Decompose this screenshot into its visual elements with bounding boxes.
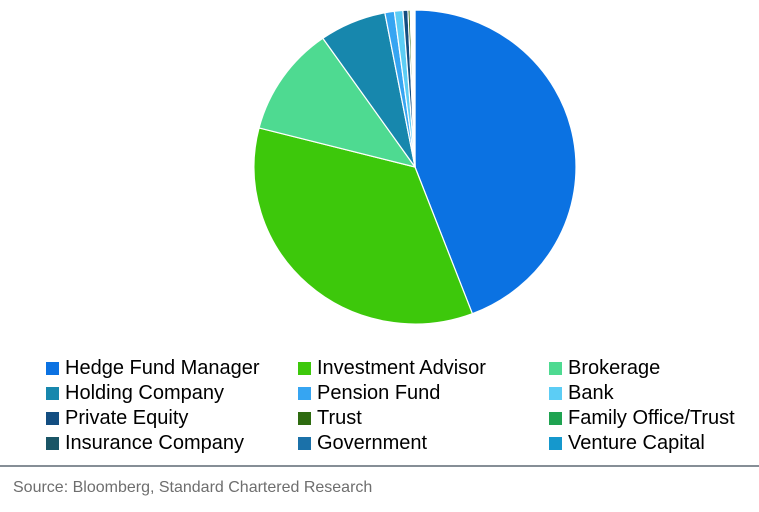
legend-swatch-private-equity-icon — [46, 412, 59, 425]
pie-slice-venture-capital — [413, 9, 416, 168]
legend-swatch-hedge-fund-manager-icon — [46, 362, 59, 375]
footer-divider — [0, 465, 759, 467]
source-note: Source: Bloomberg, Standard Chartered Re… — [13, 479, 373, 496]
legend-item-private-equity: Private Equity — [46, 406, 298, 431]
legend-label: Government — [317, 432, 428, 454]
legend-item-investment-advisor: Investment Advisor — [298, 356, 549, 381]
pie-slice-hedge-fund-manager — [414, 9, 577, 315]
legend-label: Private Equity — [65, 407, 189, 429]
legend-swatch-venture-capital-icon — [549, 437, 562, 450]
pie-slice-investment-advisor — [253, 127, 473, 325]
legend-item-bank: Bank — [549, 381, 749, 406]
legend-item-insurance-company: Insurance Company — [46, 431, 298, 456]
legend-item-hedge-fund-manager: Hedge Fund Manager — [46, 356, 298, 381]
legend-label: Brokerage — [568, 357, 661, 379]
pie-chart — [253, 9, 577, 325]
legend-label: Bank — [568, 382, 614, 404]
legend-swatch-government-icon — [298, 437, 311, 450]
legend-item-venture-capital: Venture Capital — [549, 431, 749, 456]
legend-item-trust: Trust — [298, 406, 549, 431]
legend-label: Family Office/Trust — [568, 407, 735, 429]
legend-swatch-holding-company-icon — [46, 387, 59, 400]
legend-label: Venture Capital — [568, 432, 705, 454]
legend-item-government: Government — [298, 431, 549, 456]
legend-swatch-investment-advisor-icon — [298, 362, 311, 375]
legend-label: Investment Advisor — [317, 357, 486, 379]
legend-swatch-brokerage-icon — [549, 362, 562, 375]
legend-item-family-office-trust: Family Office/Trust — [549, 406, 749, 431]
pie-slice-brokerage — [258, 37, 416, 168]
legend-swatch-insurance-company-icon — [46, 437, 59, 450]
legend-label: Holding Company — [65, 382, 224, 404]
legend-swatch-bank-icon — [549, 387, 562, 400]
legend-swatch-family-office-trust-icon — [549, 412, 562, 425]
legend-item-pension-fund: Pension Fund — [298, 381, 549, 406]
legend-label: Trust — [317, 407, 362, 429]
legend-label: Pension Fund — [317, 382, 441, 404]
legend-item-brokerage: Brokerage — [549, 356, 749, 381]
legend-item-holding-company: Holding Company — [46, 381, 298, 406]
pie-chart-svg — [253, 9, 577, 325]
legend-label: Insurance Company — [65, 432, 244, 454]
legend-swatch-pension-fund-icon — [298, 387, 311, 400]
legend-swatch-trust-icon — [298, 412, 311, 425]
legend-label: Hedge Fund Manager — [65, 357, 260, 379]
legend: Hedge Fund Manager Investment Advisor Br… — [46, 356, 752, 456]
